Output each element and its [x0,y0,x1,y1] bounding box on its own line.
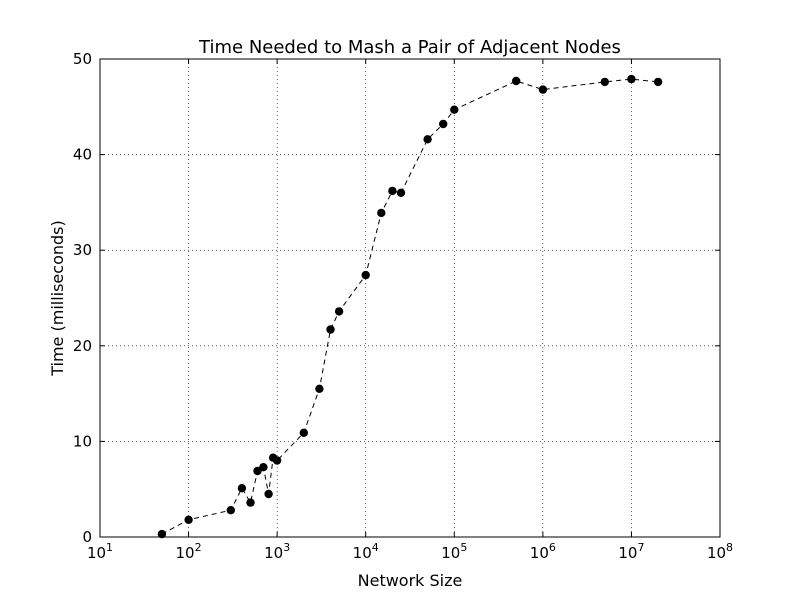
data-point [361,270,370,280]
y-tick-label: 10 [73,432,92,450]
x-tick-label: 102 [176,541,202,562]
data-point [450,105,459,114]
series-line [161,78,659,535]
data-point [326,325,335,334]
x-tick-label: 104 [353,541,379,562]
data-point [334,307,344,316]
data-point [184,515,193,524]
data-point [423,135,432,144]
data-point [377,208,386,218]
axis-ticks: 101 102 103 104 105 106 107 108 0 10 20 30 40 50 [73,50,733,562]
data-point [653,77,663,87]
x-axis-label: Network Size [358,571,463,590]
data-point [259,463,268,472]
data-point [538,85,548,94]
x-tick-label: 105 [441,541,467,562]
data-point [226,506,235,515]
data-point [272,456,282,465]
data-series [157,74,663,539]
data-point [299,428,308,437]
chart-title: Time Needed to Mash a Pair of Adjacent N… [198,37,621,58]
data-point [246,498,255,507]
y-tick-label: 20 [73,337,92,355]
grid-lines [100,59,720,537]
y-tick-label: 40 [73,146,92,164]
x-tick-label: 107 [618,541,644,562]
x-tick-label: 103 [264,541,290,562]
data-point [237,484,247,493]
data-point [600,77,609,87]
y-tick-label: 30 [73,241,92,259]
y-tick-label: 0 [82,528,92,546]
data-point [157,529,167,539]
data-point [388,186,397,196]
data-point [264,489,273,499]
x-tick-label: 101 [87,541,113,562]
data-point [627,74,636,84]
x-tick-label: 106 [530,541,556,562]
y-tick-label: 50 [73,50,92,68]
data-point [315,384,324,393]
x-tick-label: 108 [707,541,733,562]
y-axis-label: Time (milliseconds) [48,220,67,377]
data-point [396,188,406,197]
data-point [512,76,521,86]
data-point [439,119,448,129]
plot-frame [99,58,721,538]
